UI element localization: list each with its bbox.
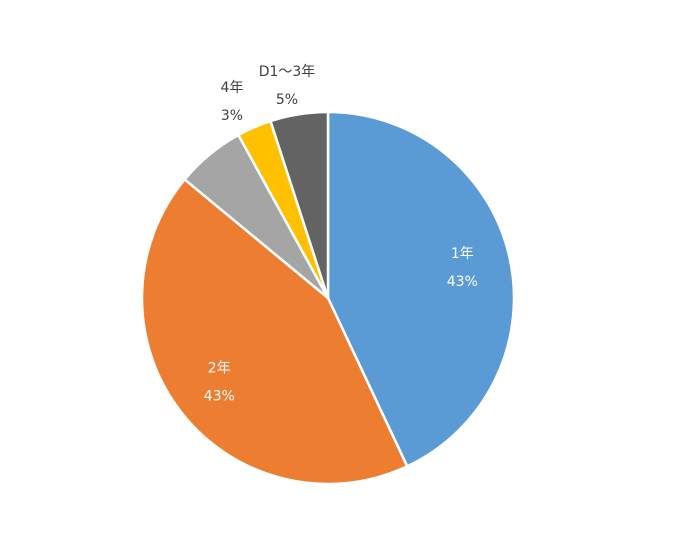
pie-slice [140,177,409,486]
slice-label: 2年 [208,360,231,376]
value-label: 43% [204,388,235,404]
slice-label: 1年 [451,246,474,262]
value-label: 3% [221,108,243,124]
pie-slice [326,110,516,468]
slice-label: 4年 [221,80,244,96]
value-label: 5% [276,92,298,108]
pie-slice [268,110,330,299]
slice-label: D1〜3年 [259,64,316,80]
value-label: 43% [447,274,478,290]
